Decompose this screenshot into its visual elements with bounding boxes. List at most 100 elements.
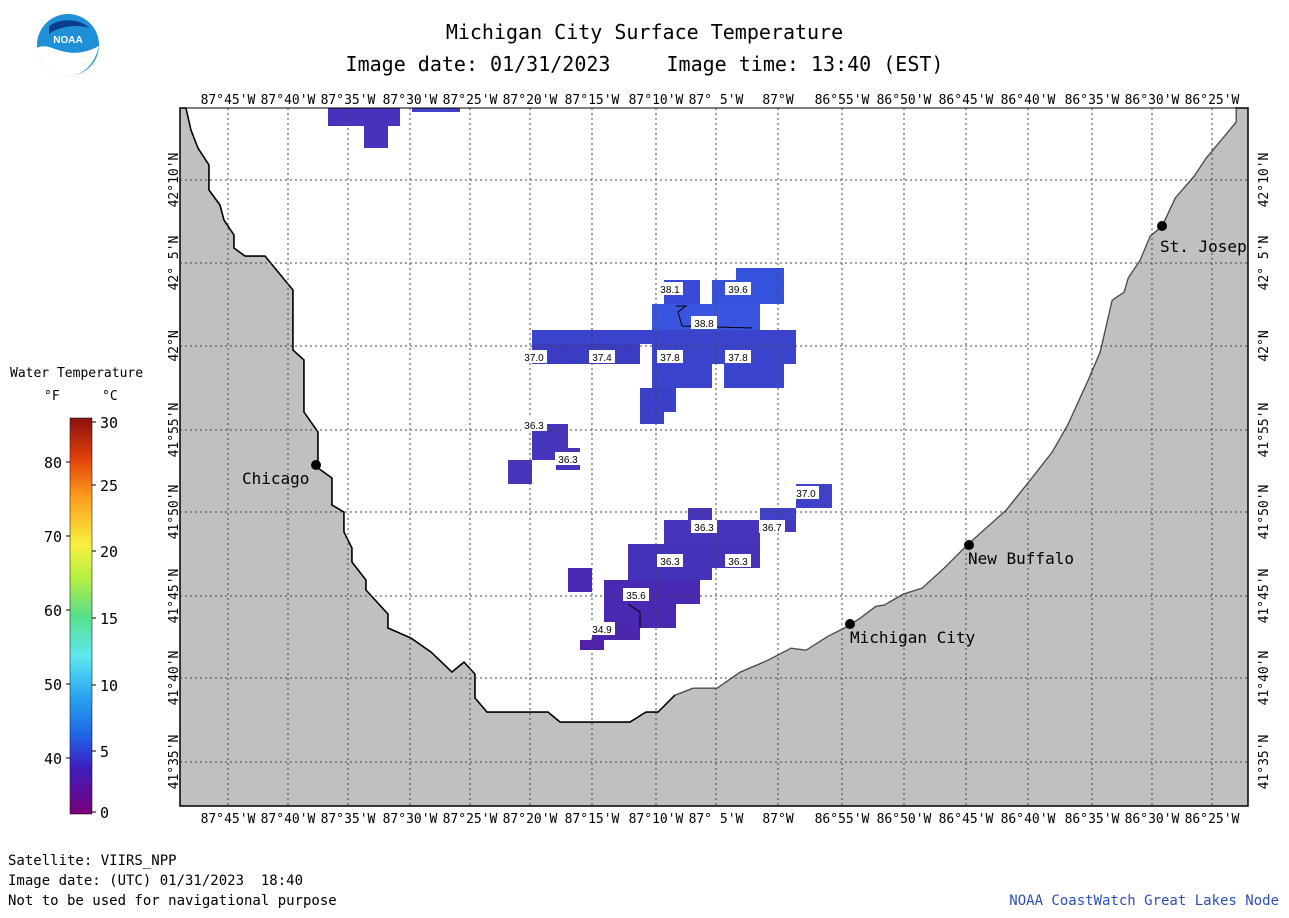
longitude-labels-top: 87°45'W 87°40'W 87°35'W 87°30'W 87°25'W 87°20…	[201, 93, 1240, 108]
latitude-labels-left: 42°10'N 42° 5'N 42°N 41°55'N 41°50'N 41°45'N 4…	[167, 153, 182, 790]
temp-label: 38.8	[694, 319, 714, 330]
longitude-labels-bottom: 87°45'W 87°40'W 87°35'W 87°30'W 87°25'W 87°20…	[201, 812, 1240, 827]
map-title: Michigan City Surface Temperature	[445, 20, 844, 44]
lon-label-top: 87°25'W	[443, 93, 498, 108]
lon-label-bottom: 86°50'W	[877, 812, 932, 827]
city-label: St. Josep	[1160, 237, 1247, 256]
temp-label-bg	[589, 622, 615, 635]
temp-label-bg	[555, 452, 581, 465]
temp-label: 37.8	[728, 353, 748, 364]
lon-label-top: 87°15'W	[565, 93, 620, 108]
lat-label-right: 41°55'N	[1257, 403, 1272, 458]
lon-label-bottom: 87°10'W	[629, 812, 684, 827]
lon-label-top: 87° 5'W	[689, 93, 744, 108]
map-border	[179, 107, 1249, 807]
legend-unit-f: °F	[44, 389, 60, 404]
lat-label-left: 42° 5'N	[167, 236, 182, 291]
lon-label-top: 86°45'W	[939, 93, 994, 108]
lat-label-right: 42°10'N	[1257, 153, 1272, 208]
temp-label-bg	[691, 520, 717, 533]
lon-label-top: 87°40'W	[261, 93, 316, 108]
lon-label-top: 86°30'W	[1125, 93, 1180, 108]
temp-label: 37.8	[660, 353, 680, 364]
lon-label-bottom: 86°35'W	[1065, 812, 1120, 827]
lat-label-left: 42°N	[167, 330, 182, 361]
scale-tick-c: 30	[100, 414, 118, 432]
city-label: New Buffalo	[968, 549, 1074, 568]
lon-label-top: 86°40'W	[1001, 93, 1056, 108]
lon-label-top: 87°35'W	[321, 93, 376, 108]
lon-label-bottom: 87°45'W	[201, 812, 256, 827]
lon-label-top: 87°45'W	[201, 93, 256, 108]
lat-label-left: 41°40'N	[167, 651, 182, 706]
city-label: Chicago	[242, 469, 309, 488]
temp-label: 39.6	[728, 285, 748, 296]
scale-tick-c: 20	[100, 543, 118, 561]
temp-label-bg	[589, 350, 615, 363]
temp-label-bg	[759, 520, 785, 533]
temp-label-bg	[691, 316, 717, 329]
temp-label-bg	[623, 588, 649, 601]
temperature-labels: 38.1 39.6 38.8 37.0 37.4 37.8 37.8 36.3 36.3 37.0…	[521, 282, 819, 636]
lat-label-left: 41°55'N	[167, 403, 182, 458]
lon-label-bottom: 87°W	[762, 812, 793, 827]
lat-label-right: 42° 5'N	[1257, 236, 1272, 291]
lat-label-right: 41°45'N	[1257, 569, 1272, 624]
temp-label-bg	[521, 418, 547, 431]
temp-label: 36.3	[660, 557, 680, 568]
lon-label-bottom: 87°30'W	[383, 812, 438, 827]
latitude-labels-right: 42°10'N 42° 5'N 42°N 41°55'N 41°50'N 41°45'N 4…	[1257, 153, 1272, 790]
city-dot	[311, 460, 321, 470]
lon-label-bottom: 87°20'W	[503, 812, 558, 827]
scale-tick-c: 25	[100, 477, 118, 495]
temp-label: 36.3	[694, 523, 714, 534]
logo-text: NOAA	[53, 35, 82, 46]
lon-label-top: 87°30'W	[383, 93, 438, 108]
temp-label: 37.0	[796, 489, 816, 500]
temp-label: 36.3	[558, 455, 578, 466]
scale-tick-f: 60	[44, 602, 62, 620]
legend-unit-c: °C	[102, 389, 118, 404]
lat-label-right: 41°50'N	[1257, 485, 1272, 540]
temp-label-bg	[657, 282, 683, 295]
lat-label-right: 42°N	[1257, 330, 1272, 361]
noaa-logo: NOAA	[37, 14, 99, 76]
lon-label-bottom: 87°25'W	[443, 812, 498, 827]
lon-label-bottom: 87° 5'W	[689, 812, 744, 827]
temp-label-bg	[793, 486, 819, 499]
temp-label: 37.0	[524, 353, 544, 364]
utc-date-label: Image date: (UTC) 01/31/2023 18:40	[8, 873, 304, 889]
city-dot	[1157, 221, 1167, 231]
image-date: Image date: 01/31/2023	[345, 52, 611, 76]
lat-label-left: 41°35'N	[167, 735, 182, 790]
temp-label-bg	[725, 350, 751, 363]
temp-label-bg	[521, 350, 547, 363]
lat-label-right: 41°35'N	[1257, 735, 1272, 790]
city-markers: Chicago St. Josep New Buffalo Michigan City	[242, 221, 1247, 647]
temp-label: 36.7	[762, 523, 782, 534]
lat-lon-grid	[180, 108, 1248, 806]
scale-tick-f: 40	[44, 750, 62, 768]
lon-label-bottom: 87°15'W	[565, 812, 620, 827]
scale-tick-c: 15	[100, 610, 118, 628]
scale-tick-f: 50	[44, 676, 62, 694]
lon-label-top: 86°35'W	[1065, 93, 1120, 108]
lon-label-top: 86°50'W	[877, 93, 932, 108]
temp-label: 34.9	[592, 625, 612, 636]
lon-label-top: 87°W	[762, 93, 793, 108]
city-label: Michigan City	[850, 628, 976, 647]
scale-tick-c: 5	[100, 743, 109, 761]
lon-label-top: 87°20'W	[503, 93, 558, 108]
satellite-label: Satellite: VIIRS_NPP	[8, 853, 177, 869]
scale-tick-c: 0	[100, 804, 109, 822]
lon-label-bottom: 87°40'W	[261, 812, 316, 827]
scale-tick-f: 70	[44, 528, 62, 546]
lon-label-bottom: 86°30'W	[1125, 812, 1180, 827]
disclaimer-label: Not to be used for navigational purpose	[8, 893, 337, 909]
temp-label-bg	[725, 554, 751, 567]
lon-label-top: 87°10'W	[629, 93, 684, 108]
city-dot	[964, 540, 974, 550]
lat-label-left: 42°10'N	[167, 153, 182, 208]
image-time: Image time: 13:40 (EST)	[666, 52, 944, 76]
